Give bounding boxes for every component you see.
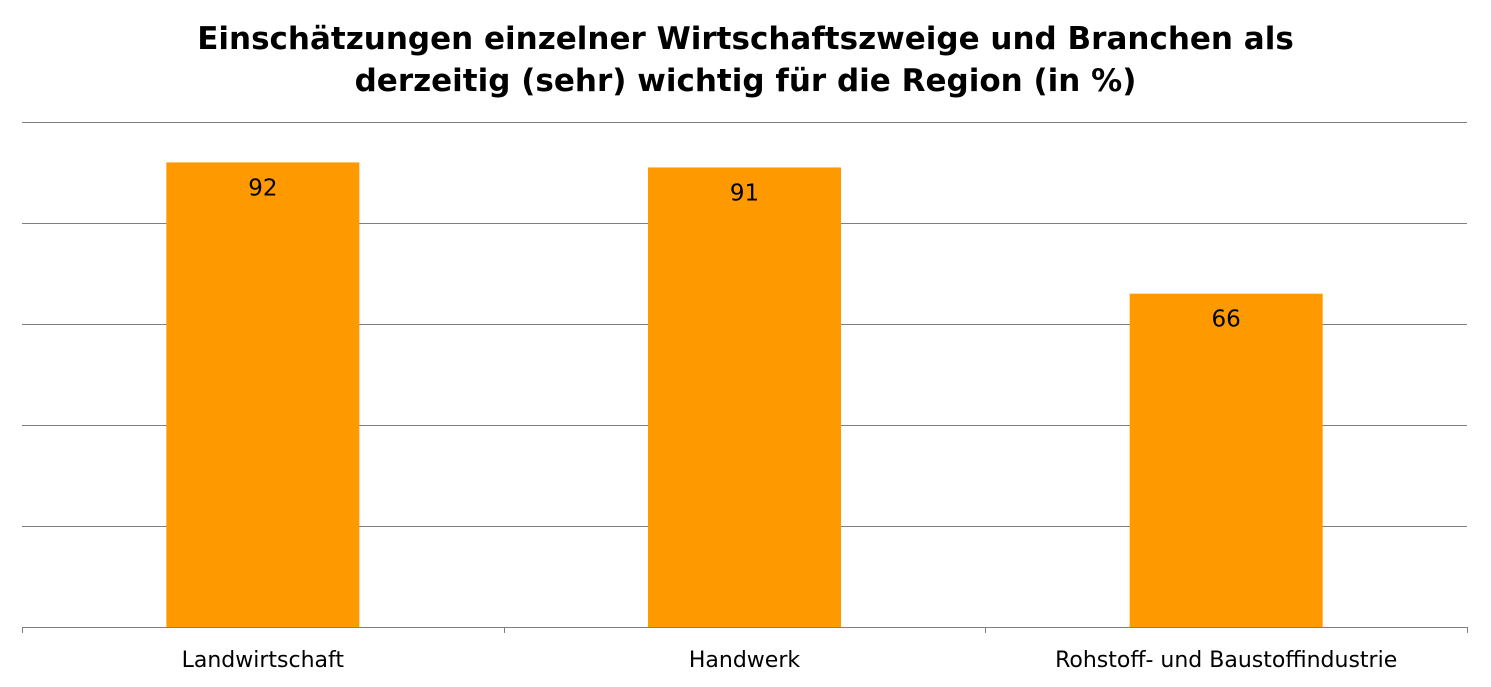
chart-title-line-1: Einschätzungen einzelner Wirtschaftszwei… — [197, 21, 1294, 57]
bar — [648, 167, 841, 627]
bar-value-label: 66 — [1212, 307, 1241, 333]
category-label: Handwerk — [689, 648, 801, 673]
x-axis — [22, 627, 1468, 633]
category-label: Rohstoff- und Baustoffindustrie — [1055, 648, 1397, 673]
bar-value-label: 91 — [730, 180, 759, 206]
data-labels: 92 91 66 — [248, 175, 1241, 332]
chart-title: Einschätzungen einzelner Wirtschaftszwei… — [0, 18, 1491, 102]
category-labels: Landwirtschaft Handwerk Rohstoff- und Baus… — [182, 648, 1398, 673]
bar-value-label: 92 — [248, 175, 277, 201]
category-label: Landwirtschaft — [182, 648, 345, 673]
bars — [166, 162, 1323, 627]
bar — [1129, 293, 1323, 627]
chart-title-line-2: derzeitig (sehr) wichtig für die Region … — [354, 63, 1137, 99]
bar — [166, 162, 360, 627]
